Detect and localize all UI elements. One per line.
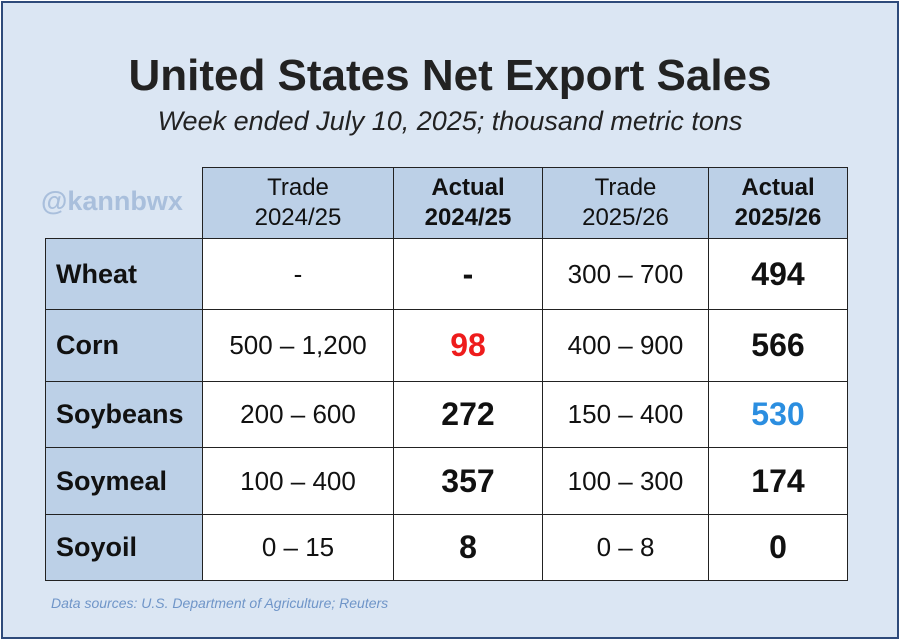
- corn-actual-2024-25: 98: [393, 309, 543, 382]
- soymeal-trade-2024-25: 100 – 400: [202, 447, 394, 515]
- soymeal-actual-2025-26: 174: [708, 447, 848, 515]
- wheat-trade-2024-25: -: [202, 238, 394, 310]
- soybeans-trade-2024-25: 200 – 600: [202, 381, 394, 448]
- corn-trade-2025-26: 400 – 900: [542, 309, 709, 382]
- corn-actual-2025-26: 566: [708, 309, 848, 382]
- row-label-soymeal: Soymeal: [45, 447, 203, 515]
- corn-trade-2024-25: 500 – 1,200: [202, 309, 394, 382]
- header-line: 2025/26: [734, 204, 822, 231]
- wheat-trade-2025-26: 300 – 700: [542, 238, 709, 310]
- page-title: United States Net Export Sales: [128, 51, 772, 100]
- wheat-actual-2024-25: -: [393, 238, 543, 310]
- page-subtitle: Week ended July 10, 2025; thousand metri…: [157, 106, 743, 136]
- header-line: Trade: [267, 174, 329, 201]
- wheat-actual-2025-26: 494: [708, 238, 848, 310]
- header-actual-2024-25: Actual 2024/25: [393, 167, 543, 239]
- soyoil-actual-2025-26: 0: [708, 514, 848, 581]
- header-line: 2024/25: [424, 204, 512, 231]
- soybeans-actual-2025-26: 530: [708, 381, 848, 448]
- header-trade-2025-26: Trade 2025/26: [542, 167, 709, 239]
- row-label-soyoil: Soyoil: [45, 514, 203, 581]
- soyoil-trade-2024-25: 0 – 15: [202, 514, 394, 581]
- soymeal-trade-2025-26: 100 – 300: [542, 447, 709, 515]
- header-line: 2024/25: [254, 204, 342, 231]
- header-line: Actual: [431, 174, 505, 201]
- header-trade-2024-25: Trade 2024/25: [202, 167, 394, 239]
- author-handle: @kannbwx: [41, 186, 183, 216]
- header-line: Actual: [741, 174, 815, 201]
- soyoil-actual-2024-25: 8: [393, 514, 543, 581]
- soyoil-trade-2025-26: 0 – 8: [542, 514, 709, 581]
- row-label-corn: Corn: [45, 309, 203, 382]
- row-label-soybeans: Soybeans: [45, 381, 203, 448]
- header-line: Trade: [594, 174, 657, 201]
- header-actual-2025-26: Actual 2025/26: [708, 167, 848, 239]
- data-source-note: Data sources: U.S. Department of Agricul…: [51, 595, 389, 611]
- header-line: 2025/26: [582, 204, 669, 231]
- soybeans-trade-2025-26: 150 – 400: [542, 381, 709, 448]
- soybeans-actual-2024-25: 272: [393, 381, 543, 448]
- row-label-wheat: Wheat: [45, 238, 203, 310]
- soymeal-actual-2024-25: 357: [393, 447, 543, 515]
